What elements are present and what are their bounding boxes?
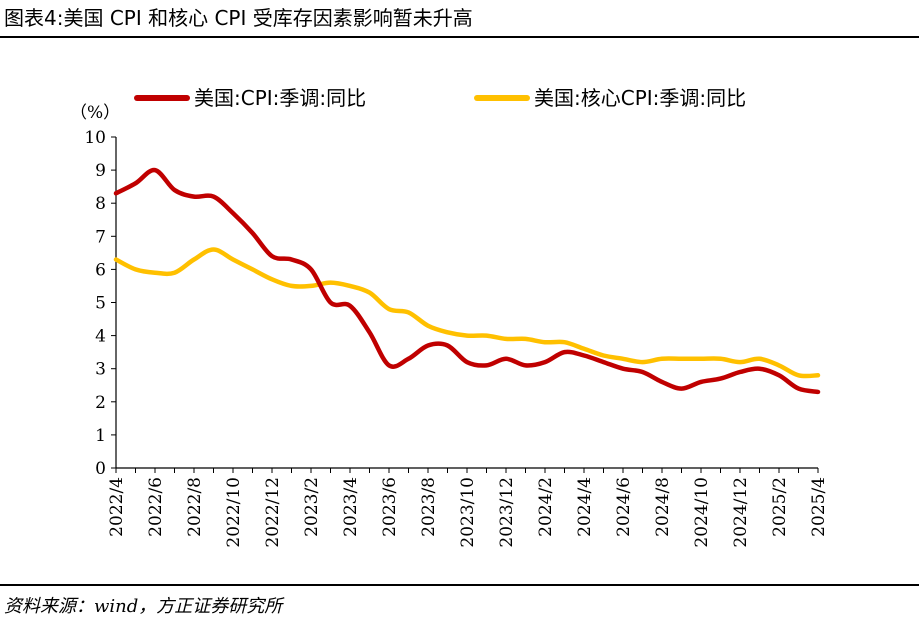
x-tick-label: 2024/8 xyxy=(653,477,673,537)
series-line-core-cpi xyxy=(113,247,821,379)
legend: 美国:CPI:季调:同比 美国:核心CPI:季调:同比 xyxy=(134,86,746,110)
x-tick-label: 2024/6 xyxy=(614,477,634,537)
x-tick-label: 2024/10 xyxy=(692,477,712,548)
x-tick-label: 2024/12 xyxy=(731,477,751,548)
axes: 0 1 2 3 4 5 6 7 8 9 10 2022/4 2022/6 2022/8 2022/10 202… xyxy=(84,128,829,548)
source-rule xyxy=(0,584,919,586)
x-tick-label: 2023/8 xyxy=(419,477,439,537)
legend-label-core-cpi: 美国:核心CPI:季调:同比 xyxy=(534,86,746,110)
x-tick-label: 2024/4 xyxy=(575,477,595,537)
x-tick-label: 2022/6 xyxy=(146,477,166,537)
x-tick-label: 2023/4 xyxy=(341,477,361,537)
series-layer xyxy=(113,167,821,395)
title-rule xyxy=(0,36,919,38)
y-tick-label: 0 xyxy=(95,459,106,479)
y-tick-label: 5 xyxy=(95,294,106,314)
x-tick-label: 2025/2 xyxy=(770,477,790,537)
x-tick-label: 2022/10 xyxy=(224,477,244,548)
x-tick-label: 2023/10 xyxy=(458,477,478,548)
x-tick-label: 2023/12 xyxy=(497,477,517,548)
x-tick-label: 2023/6 xyxy=(380,477,400,537)
x-tick-label: 2023/2 xyxy=(302,477,322,537)
y-tick-label: 7 xyxy=(95,227,106,247)
x-tick-label: 2022/4 xyxy=(107,477,127,537)
x-tick-label: 2022/12 xyxy=(263,477,283,548)
y-tick-label: 2 xyxy=(95,393,106,413)
y-tick-label: 9 xyxy=(95,161,106,181)
y-tick-label: 8 xyxy=(95,194,106,214)
source-note: 资料来源：wind，方正证券研究所 xyxy=(4,596,283,617)
x-tick-label: 2022/8 xyxy=(185,477,205,537)
x-tick-label: 2025/4 xyxy=(809,477,829,537)
series-line-cpi xyxy=(113,167,821,395)
y-tick-label: 6 xyxy=(95,260,106,280)
y-tick-label: 1 xyxy=(95,426,106,446)
y-tick-label: 10 xyxy=(84,128,106,148)
y-tick-label: 3 xyxy=(95,360,106,380)
y-tick-label: 4 xyxy=(95,327,106,347)
y-axis-unit-label: （%） xyxy=(70,103,120,123)
legend-label-cpi: 美国:CPI:季调:同比 xyxy=(194,86,366,110)
x-tick-label: 2024/2 xyxy=(536,477,556,537)
figure-title: 图表4:美国 CPI 和核心 CPI 受库存因素影响暂未升高 xyxy=(4,6,473,30)
